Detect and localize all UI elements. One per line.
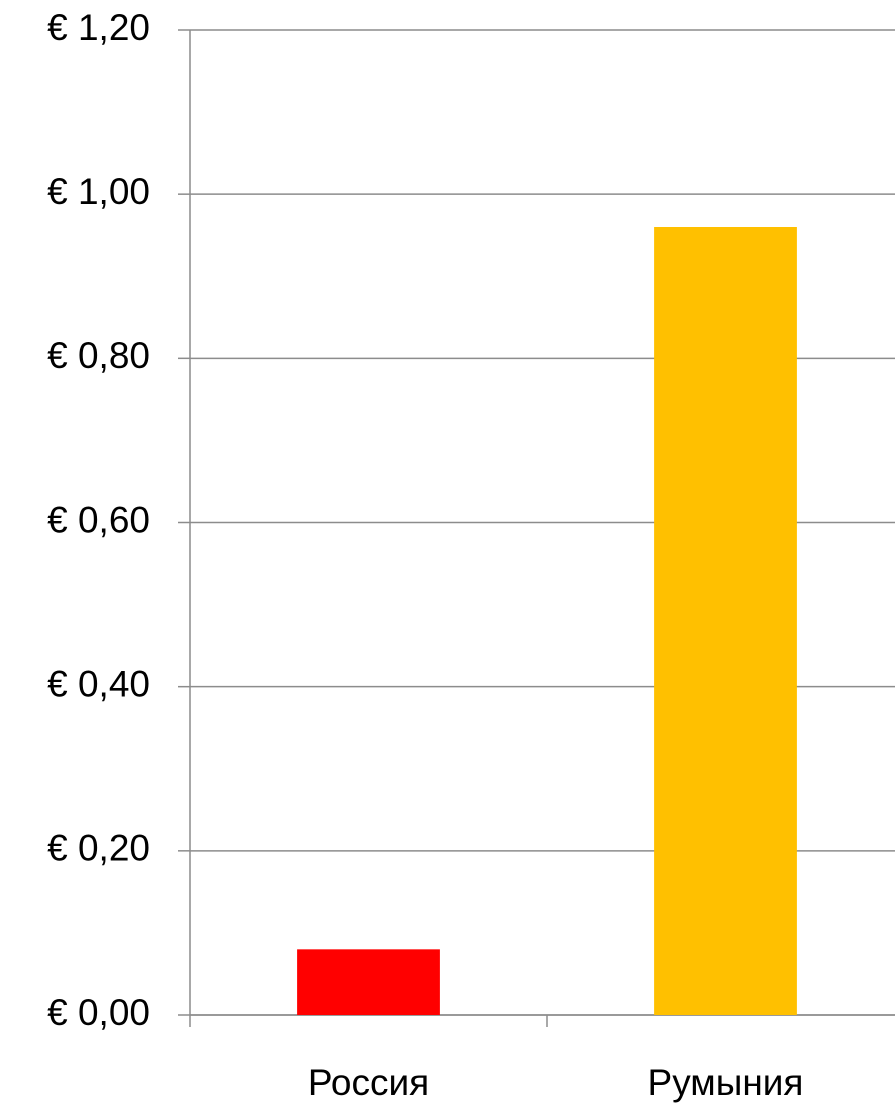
y-tick-label: € 1,20 [47,7,150,48]
y-tick-label: € 0,20 [47,828,150,869]
y-tick-label: € 0,40 [47,663,150,704]
bar [297,949,440,1015]
y-tick-label: € 0,60 [47,499,150,540]
x-tick-label: Румыния [648,1062,804,1103]
y-tick-label: € 0,00 [47,992,150,1033]
y-tick-label: € 0,80 [47,335,150,376]
x-tick-label: Россия [308,1062,429,1103]
y-tick-label: € 1,00 [47,171,150,212]
bar [654,227,797,1015]
